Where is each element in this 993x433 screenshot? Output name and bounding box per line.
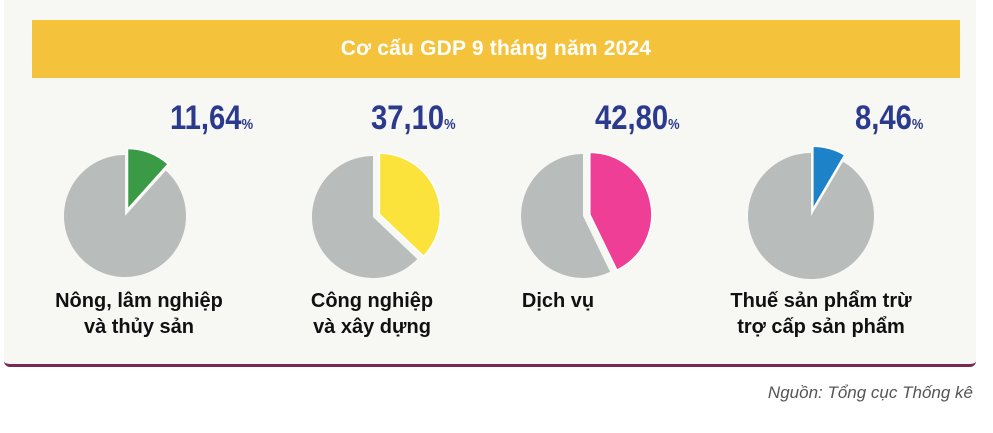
value-text: 11,64 [170,99,242,137]
category-label-line: trợ cấp sản phẩm [737,316,905,338]
pie-remainder-taxes [748,153,875,280]
category-label-line: Nông, lâm nghiệp [55,290,223,312]
category-label-line: Công nghiệp [310,290,434,312]
category-label-line: và thủy sản [83,316,195,338]
unit-text: % [668,116,680,133]
unit-text: % [911,116,924,133]
pie-slice-taxes [812,145,846,213]
pie-slice-agriculture [126,147,170,212]
category-label-line: và xây dựng [313,316,431,338]
pie-remainder-services [520,154,611,278]
value-label-taxes: 8,46% [855,101,923,142]
value-text: 8,46 [855,99,912,137]
category-label-industry: Công nghiệp và xây dựng [277,288,467,340]
unit-text: % [444,116,456,133]
category-label-line: Dịch vụ [521,290,595,312]
pie-remainder-agriculture [63,154,186,277]
value-text: 42,80 [595,99,669,137]
pie-slice-industry [378,152,442,258]
value-label-agriculture: 11,64% [170,101,253,142]
title-banner: Cơ cấu GDP 9 tháng năm 2024 [32,20,960,78]
value-text: 37,10 [371,99,445,137]
category-label-services: Dịch vụ [498,288,618,314]
pie-slice-services [589,151,653,272]
category-label-agriculture: Nông, lâm nghiệp và thủy sản [44,288,234,340]
category-label-taxes: Thuế sản phẩm trừ trợ cấp sản phẩm [706,288,936,340]
pie-charts [63,145,875,280]
pie-remainder-industry [312,156,418,278]
category-label-line: Thuế sản phẩm trừ [730,290,912,312]
value-label-services: 42,80% [595,101,680,142]
unit-text: % [241,116,254,133]
value-label-industry: 37,10% [371,101,456,142]
source-note: Nguồn: Tổng cục Thống kê [767,383,973,402]
chart-title: Cơ cấu GDP 9 tháng năm 2024 [340,37,652,60]
